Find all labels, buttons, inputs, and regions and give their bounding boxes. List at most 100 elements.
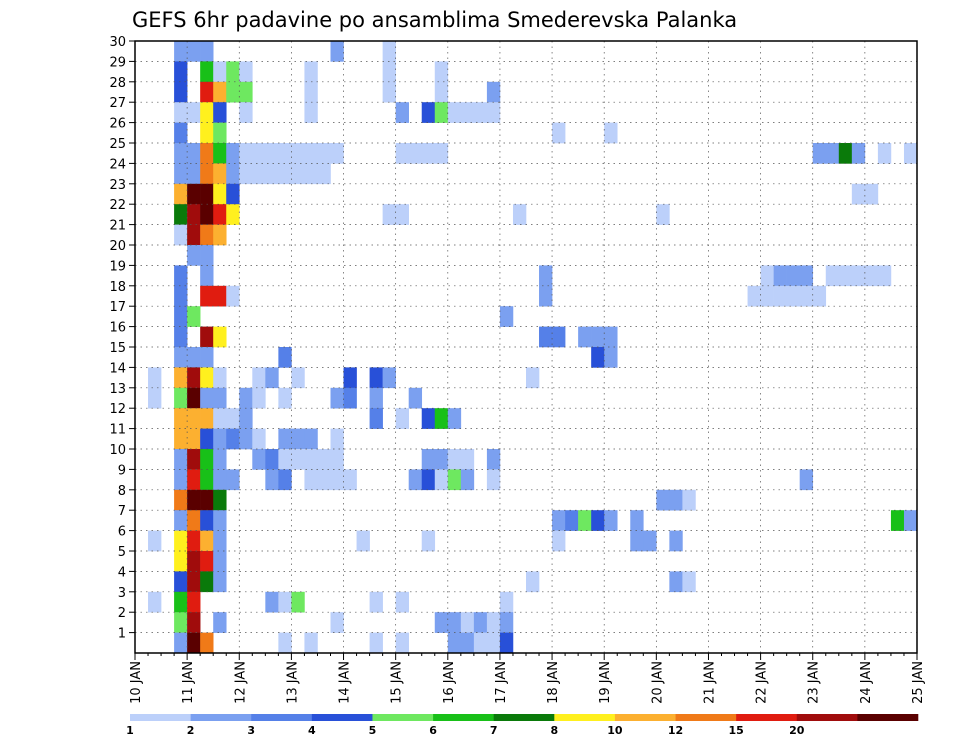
colorbar-segment — [857, 714, 919, 721]
heatmap-cell — [486, 449, 501, 470]
heatmap-cell — [304, 163, 318, 185]
heatmap-cell — [747, 285, 761, 307]
heatmap-cell — [200, 224, 214, 246]
heatmap-cell — [174, 510, 188, 531]
heatmap-cells — [148, 41, 918, 654]
y-tick-label: 4 — [118, 565, 126, 580]
heatmap-cell — [499, 612, 514, 633]
heatmap-cell — [330, 41, 344, 62]
colorbar-segment — [190, 714, 252, 721]
x-tick-label: 13 JAN — [285, 661, 300, 704]
heatmap-cell — [291, 367, 305, 389]
heatmap-cell — [330, 143, 344, 164]
heatmap-cell — [369, 632, 383, 654]
heatmap-cell — [669, 571, 683, 593]
heatmap-cell — [265, 143, 279, 164]
heatmap-cell — [174, 143, 188, 164]
heatmap-cell — [656, 489, 670, 511]
heatmap-cell — [213, 122, 227, 144]
y-tick-label: 19 — [109, 259, 126, 274]
heatmap-cell — [200, 245, 214, 266]
colorbar-segment — [796, 714, 858, 721]
y-tick-label: 21 — [109, 219, 126, 234]
heatmap-cell — [434, 61, 449, 83]
heatmap-cell — [187, 143, 201, 164]
heatmap-cell — [421, 530, 436, 552]
heatmap-cell — [200, 122, 214, 144]
heatmap-cell — [213, 163, 227, 185]
heatmap-cell — [174, 224, 188, 246]
heatmap-cell — [304, 632, 318, 654]
colorbar-tick-label: 5 — [369, 724, 377, 737]
x-tick-label: 21 JAN — [702, 661, 717, 704]
heatmap-cell — [591, 347, 605, 368]
heatmap-cell — [460, 102, 475, 123]
heatmap-cell — [382, 41, 396, 62]
heatmap-cell — [174, 551, 188, 572]
heatmap-cell — [200, 387, 214, 409]
heatmap-cell — [408, 387, 423, 409]
heatmap-cell — [669, 530, 683, 552]
heatmap-cell — [877, 265, 892, 287]
heatmap-cell — [213, 183, 227, 205]
heatmap-cell — [187, 102, 201, 123]
y-tick-label: 27 — [109, 96, 126, 111]
colorbar-tick-label: 20 — [789, 724, 805, 737]
heatmap-cell — [174, 102, 188, 123]
heatmap-cell — [200, 571, 214, 593]
heatmap-cell — [200, 347, 214, 368]
heatmap-cell — [174, 387, 188, 409]
heatmap-cell — [187, 510, 201, 531]
heatmap-cell — [239, 143, 253, 164]
heatmap-cell — [187, 632, 201, 654]
heatmap-cell — [395, 204, 409, 225]
heatmap-cell — [252, 367, 266, 389]
heatmap-cell — [148, 387, 162, 409]
heatmap-cell — [187, 163, 201, 185]
heatmap-cell — [304, 449, 318, 470]
heatmap-cell — [604, 326, 618, 348]
heatmap-cell — [148, 367, 162, 389]
heatmap-cell — [200, 183, 214, 205]
x-tick-label: 12 JAN — [233, 661, 248, 704]
heatmap-cell — [174, 122, 188, 144]
colorbar-segment — [614, 714, 676, 721]
heatmap-cell — [447, 102, 462, 123]
heatmap-cell — [317, 143, 331, 164]
heatmap-cell — [604, 122, 618, 144]
heatmap-cell — [213, 408, 227, 429]
heatmap-cell — [291, 591, 305, 613]
heatmap-cell — [200, 510, 214, 531]
heatmap-cell — [213, 449, 227, 470]
heatmap-cell — [187, 41, 201, 62]
heatmap-cell — [239, 102, 253, 123]
heatmap-cell — [187, 551, 201, 572]
heatmap-cell — [460, 632, 475, 654]
heatmap-cell — [213, 102, 227, 123]
colorbar-segment — [493, 714, 555, 721]
colorbar-tick-label: 10 — [607, 724, 623, 737]
heatmap-cell — [174, 41, 188, 62]
heatmap-cell — [317, 469, 331, 491]
heatmap-cell — [187, 469, 201, 491]
x-tick-label: 10 JAN — [129, 661, 144, 704]
heatmap-cell — [291, 428, 305, 450]
y-tick-label: 7 — [118, 504, 126, 519]
heatmap-cell — [213, 510, 227, 531]
heatmap-cell — [239, 387, 253, 409]
heatmap-cell — [226, 408, 240, 429]
heatmap-cell — [825, 143, 840, 164]
heatmap-cell — [408, 469, 423, 491]
heatmap-cell — [356, 530, 370, 552]
colorbar-tick-label: 8 — [550, 724, 558, 737]
heatmap-cell — [578, 326, 592, 348]
heatmap-cell — [200, 530, 214, 552]
heatmap-cell — [200, 163, 214, 185]
heatmap-cell — [395, 632, 409, 654]
heatmap-cell — [447, 408, 462, 429]
heatmap-cell — [890, 510, 905, 531]
heatmap-cell — [148, 530, 162, 552]
heatmap-cell — [265, 163, 279, 185]
heatmap-cell — [408, 143, 423, 164]
heatmap-cell — [486, 632, 501, 654]
